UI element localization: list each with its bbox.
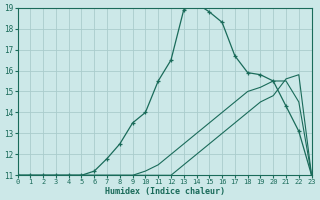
X-axis label: Humidex (Indice chaleur): Humidex (Indice chaleur) [105, 187, 225, 196]
